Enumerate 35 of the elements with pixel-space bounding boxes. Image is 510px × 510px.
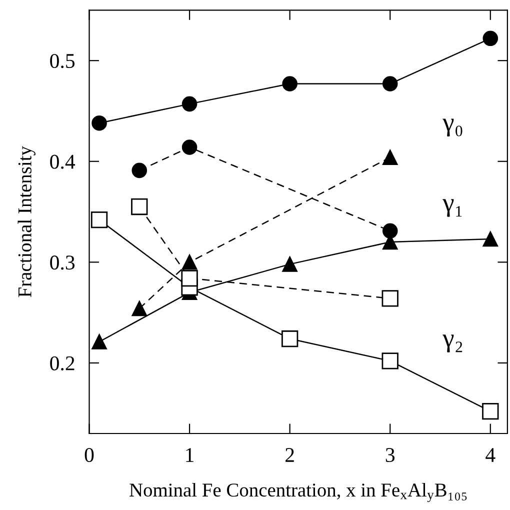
point: [181, 270, 198, 287]
annotation: γ₂: [442, 334, 462, 352]
point: [132, 162, 148, 178]
point: [282, 76, 298, 92]
point: [92, 334, 107, 350]
point: [92, 115, 107, 131]
x-tick-label: 1: [186, 448, 194, 462]
point: [482, 30, 498, 46]
point: [182, 140, 198, 155]
point: [482, 231, 498, 247]
x-axis-title: Nominal Fe Concentration, x in Fe$_{x}$Al$_{y}$B₁₀₅: [130, 482, 467, 502]
point: [281, 330, 298, 348]
x-tick-label: 0: [84, 448, 94, 462]
y-tick-label: 0.3: [50, 256, 75, 270]
point: [182, 96, 198, 112]
point: [382, 352, 398, 370]
point: [482, 402, 499, 420]
point: [132, 300, 148, 316]
annotation: γ₁: [442, 199, 462, 217]
point: [282, 256, 298, 272]
point: [182, 254, 198, 270]
point: [382, 76, 398, 92]
x-tick-label: 4: [486, 448, 496, 462]
point: [382, 150, 398, 165]
annotation: γ₀: [442, 118, 462, 136]
point: [382, 223, 398, 239]
y-tick-label: 0.2: [50, 356, 74, 370]
point: [382, 290, 398, 307]
y-axis-title: Fractional Intensity: [18, 146, 36, 298]
y-tick-label: 0.4: [50, 154, 76, 169]
point: [131, 198, 148, 216]
x-tick-label: 3: [386, 448, 395, 462]
x-tick-label: 2: [286, 448, 294, 462]
point: [90, 212, 108, 228]
y-tick-label: 0.5: [50, 54, 75, 68]
